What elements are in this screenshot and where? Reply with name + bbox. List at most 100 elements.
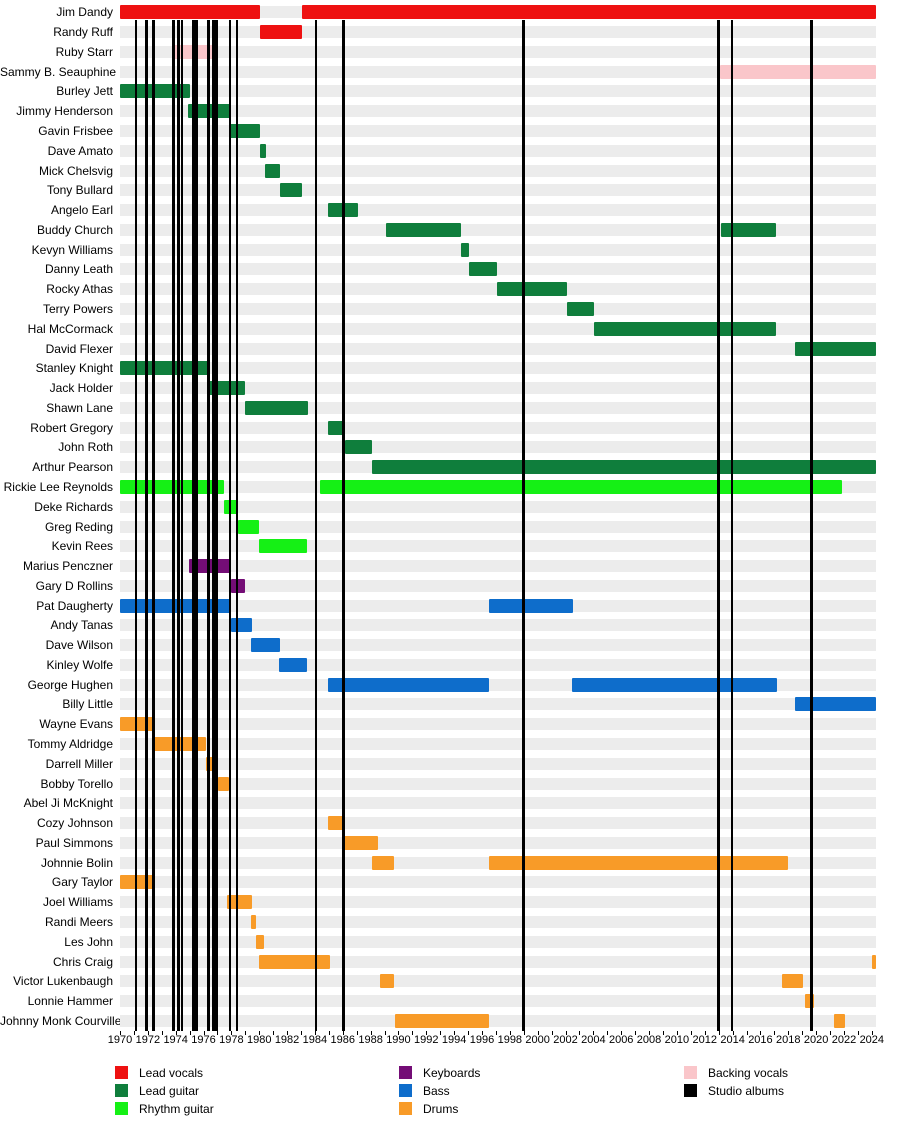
year-tick [384, 1031, 386, 1035]
member-row-stripe [120, 243, 876, 256]
year-tick [509, 1031, 511, 1035]
year-tick [593, 1031, 595, 1035]
year-tick [871, 1031, 873, 1035]
year-tick [816, 1031, 818, 1035]
member-name-label: Burley Jett [56, 84, 113, 99]
legend-label-drums: Drums [423, 1102, 459, 1116]
member-name-label: Shawn Lane [46, 400, 113, 415]
year-label: 2010 [664, 1034, 690, 1046]
year-label: 2020 [803, 1034, 829, 1046]
member-name-label: Jimmy Henderson [16, 104, 113, 119]
tenure-bar [721, 222, 776, 237]
legend-label-keyboards: Keyboards [423, 1066, 481, 1080]
member-row-stripe [120, 975, 876, 988]
member-row-stripe [120, 45, 876, 58]
year-tick [732, 1031, 734, 1035]
member-row-stripe [120, 26, 876, 39]
member-row-stripe [120, 500, 876, 513]
legend-label-lead-vocals: Lead vocals [139, 1066, 204, 1080]
year-label: 1978 [219, 1034, 244, 1046]
member-row-stripe [120, 362, 876, 375]
tenure-bar [572, 677, 778, 692]
album-line [235, 20, 239, 1031]
member-row-stripe [120, 916, 876, 929]
member-row-stripe [120, 639, 876, 652]
year-tick [690, 1031, 692, 1035]
year-label: 1986 [330, 1034, 355, 1046]
member-row-stripe [120, 836, 876, 849]
year-tick [481, 1031, 483, 1035]
year-label: 2018 [776, 1034, 801, 1046]
legend-swatch-studio-albums [684, 1084, 697, 1097]
member-row-stripe [120, 342, 876, 355]
member-name-label: Chris Craig [52, 954, 113, 969]
tenure-bar [394, 1013, 489, 1028]
member-row-stripe [120, 658, 876, 671]
tenure-bar [804, 994, 815, 1009]
tenure-bar [227, 895, 252, 910]
year-tick [412, 1031, 414, 1035]
tenure-bar [343, 835, 378, 850]
year-tick [398, 1031, 400, 1035]
tenure-bar [372, 855, 395, 870]
year-tick [314, 1031, 316, 1035]
legend-swatch-drums [399, 1102, 412, 1115]
member-row-stripe [120, 797, 876, 810]
member-row-stripe [120, 85, 876, 98]
member-name-label: George Hughen [27, 677, 113, 692]
tenure-bar [244, 400, 308, 415]
year-tick [273, 1031, 275, 1035]
year-label: 2014 [720, 1034, 745, 1046]
member-name-label: Gavin Frisbee [38, 123, 113, 138]
member-name-label: Greg Reding [44, 519, 113, 534]
tenure-bar [720, 64, 876, 79]
member-row-stripe [120, 738, 876, 751]
member-row-stripe [120, 144, 876, 157]
year-tick [259, 1031, 261, 1035]
tenure-bar [120, 598, 232, 613]
year-tick [788, 1031, 790, 1035]
member-row-stripe [120, 1014, 876, 1027]
tenure-bar [385, 222, 462, 237]
member-name-label: Tony Bullard [46, 183, 113, 198]
legend-label-bass: Bass [423, 1084, 450, 1098]
member-row-stripe [120, 698, 876, 711]
album-line [172, 20, 175, 1031]
tenure-bar [231, 578, 246, 593]
year-tick [217, 1031, 219, 1035]
year-label: 1994 [441, 1034, 467, 1046]
tenure-bar [794, 341, 876, 356]
album-line [342, 20, 345, 1031]
tenure-bar [188, 559, 232, 574]
album-line [134, 20, 138, 1031]
album-line [211, 20, 215, 1031]
member-name-label: Sammy B. Seauphine [0, 64, 117, 79]
year-tick [704, 1031, 706, 1035]
member-row-stripe [120, 441, 876, 454]
tenure-bar [250, 638, 281, 653]
member-name-label: Paul Simmons [35, 835, 113, 850]
year-tick [189, 1031, 191, 1035]
year-tick [774, 1031, 776, 1035]
member-row-stripe [120, 560, 876, 573]
member-name-label: Buddy Church [36, 222, 113, 237]
member-row-stripe [120, 757, 876, 770]
year-tick [133, 1031, 135, 1035]
member-row-stripe [120, 184, 876, 197]
album-line [145, 20, 148, 1031]
member-name-label: Mick Chelsvig [38, 163, 113, 178]
member-row-stripe [120, 955, 876, 968]
member-name-label: Billy Little [62, 697, 113, 712]
member-name-label: Robert Gregory [30, 420, 113, 435]
tenure-bar [238, 519, 260, 534]
member-row-stripe [120, 124, 876, 137]
member-row-stripe [120, 579, 876, 592]
year-tick [328, 1031, 330, 1035]
member-name-label: Kevin Rees [51, 539, 113, 554]
album-line [192, 20, 195, 1031]
year-tick [454, 1031, 456, 1035]
